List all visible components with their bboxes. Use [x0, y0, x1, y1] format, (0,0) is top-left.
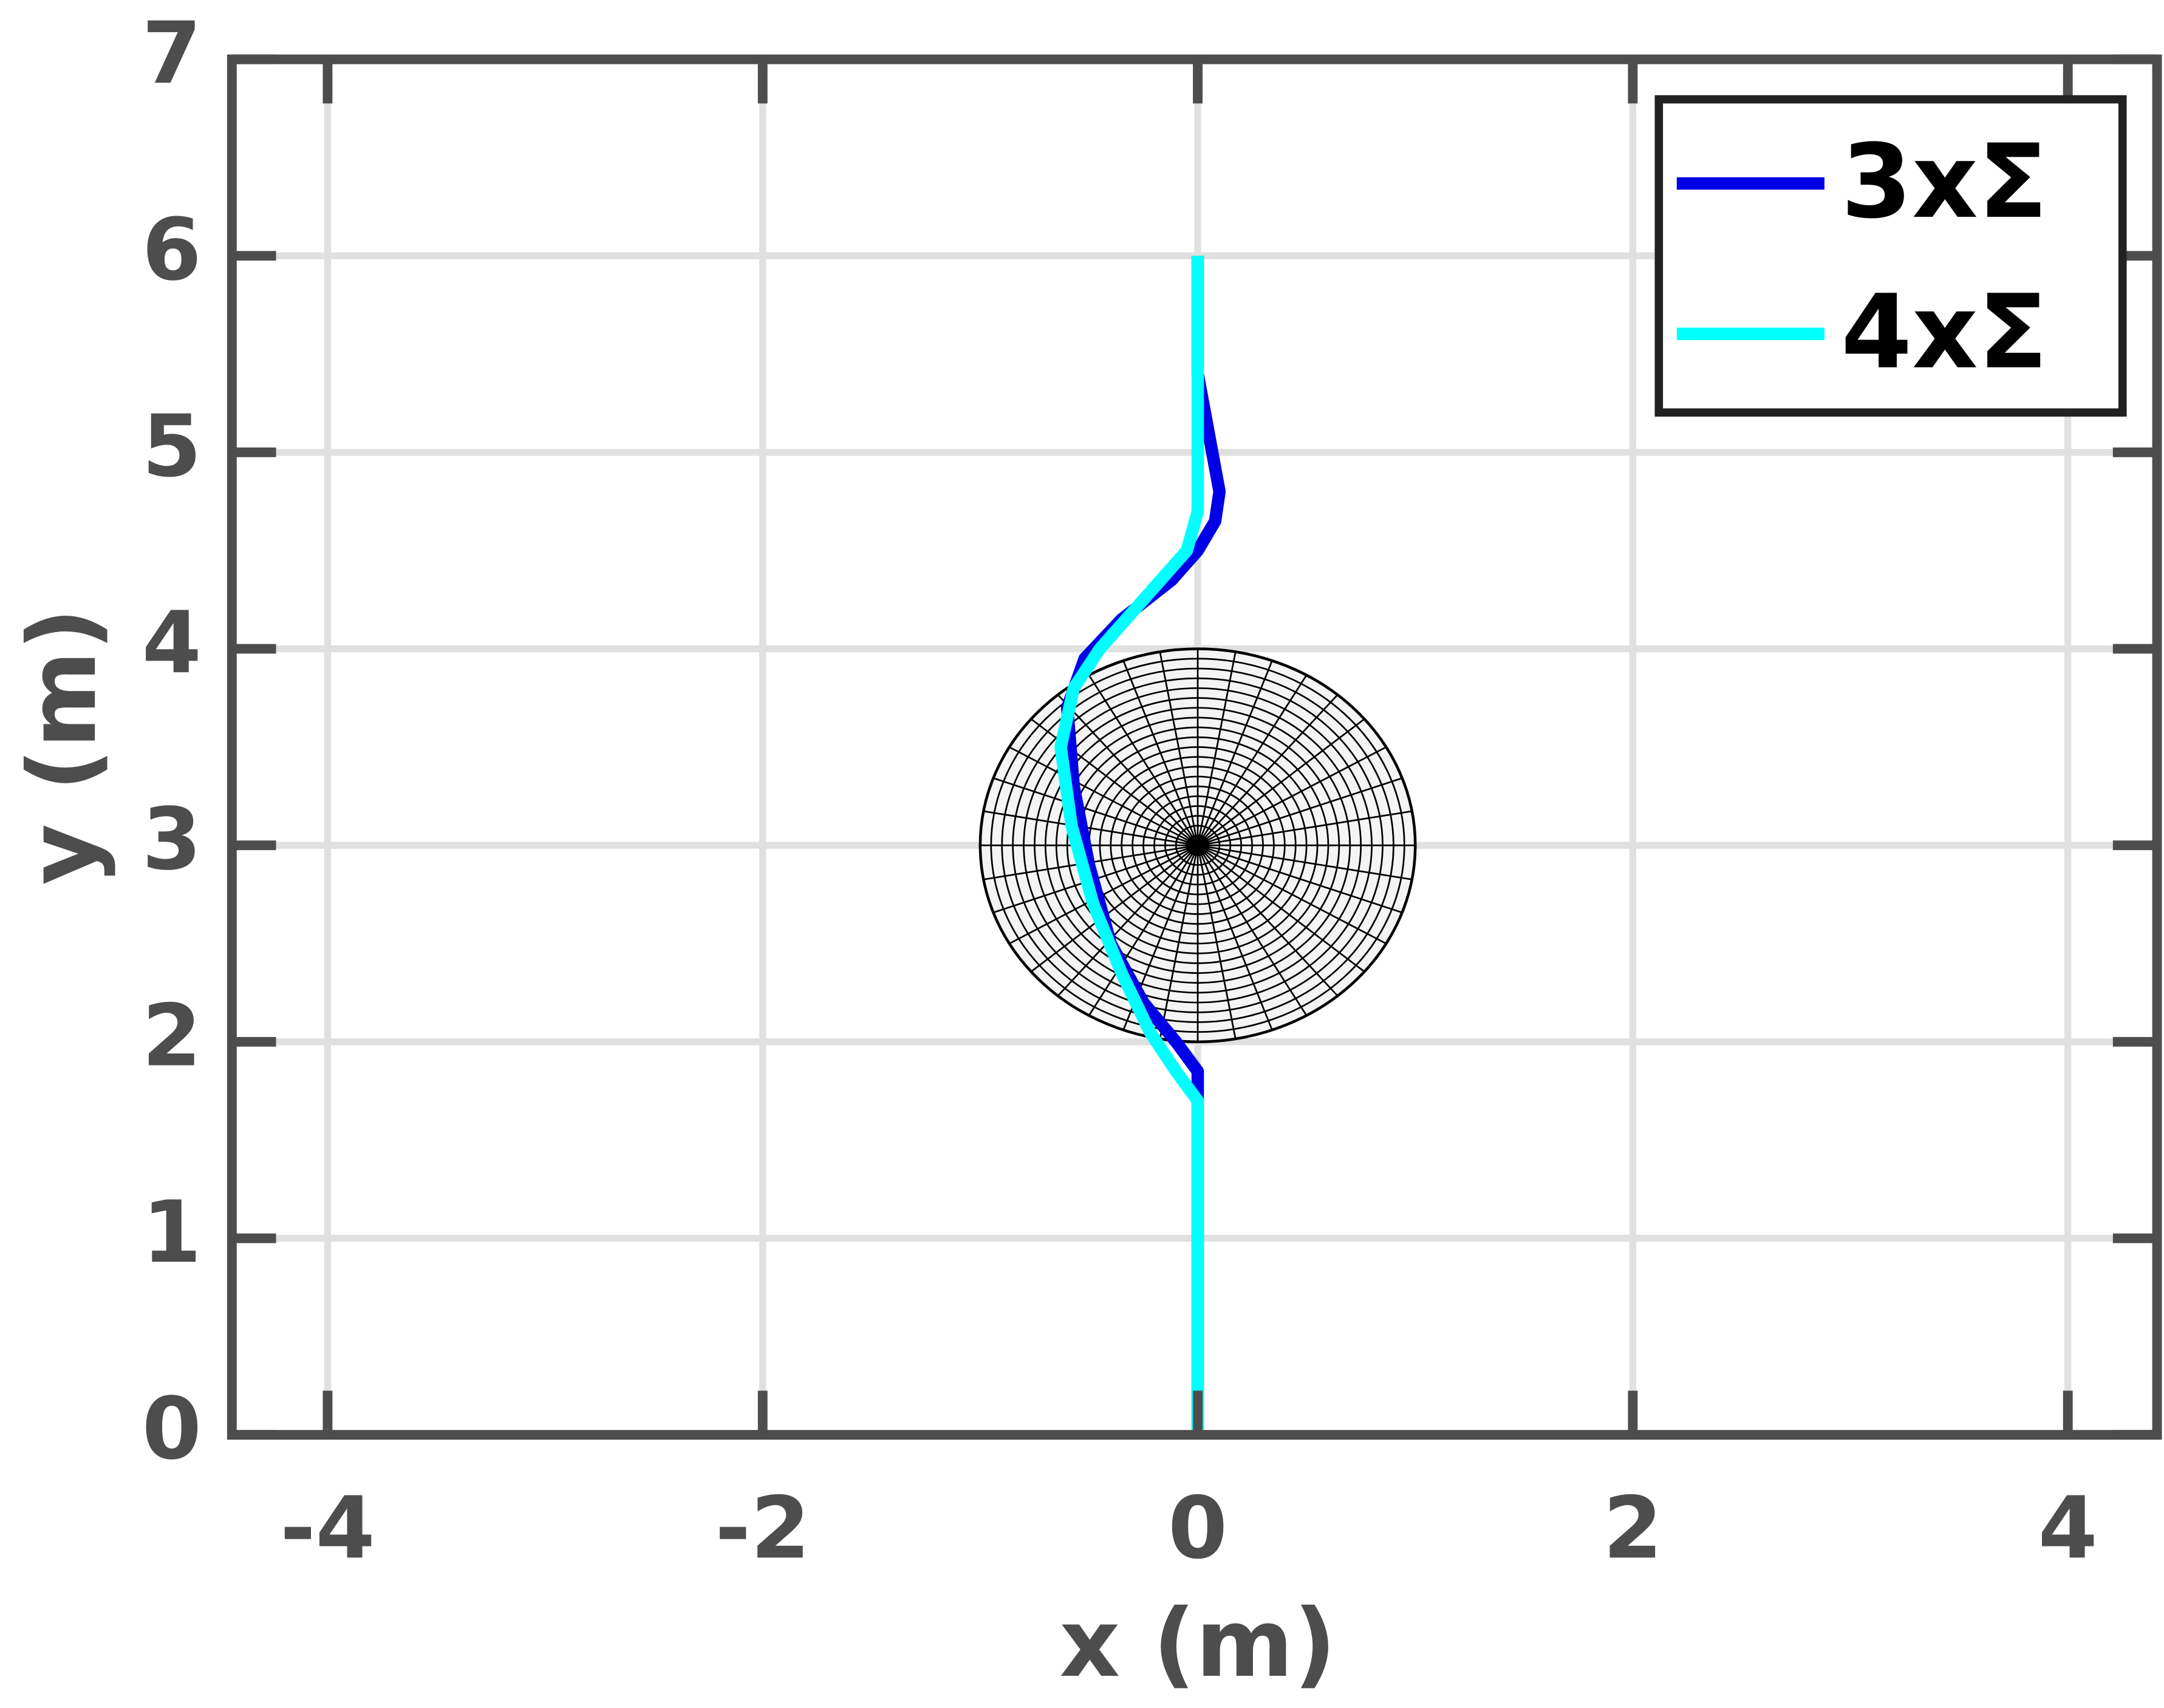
x-tick-label: -4 — [280, 1478, 375, 1578]
y-axis-label: y (m) — [9, 608, 117, 885]
obstacle-mesh — [1197, 746, 1387, 846]
y-tick-label: 7 — [142, 4, 202, 103]
obstacle-mesh — [1196, 660, 1273, 846]
x-tick-label: 0 — [1168, 1478, 1227, 1578]
x-tick-label: 4 — [2038, 1478, 2098, 1578]
obstacle-mesh — [1196, 652, 1237, 846]
obstacle-mesh — [1088, 675, 1199, 846]
obstacle-mesh — [1197, 844, 1403, 914]
legend-label: 3xΣ — [1841, 122, 2047, 241]
obstacle-mesh — [1030, 845, 1198, 973]
obstacle-mesh — [993, 777, 1198, 846]
obstacle-mesh — [1122, 660, 1199, 846]
obstacle-mesh — [1196, 845, 1308, 1016]
obstacle-mesh — [1196, 845, 1237, 1039]
y-tick-label: 5 — [142, 397, 202, 497]
obstacle-mesh — [1197, 844, 1412, 880]
y-tick-label: 4 — [142, 593, 202, 693]
obstacle-mesh — [1159, 652, 1199, 846]
y-tick-label: 6 — [142, 200, 202, 300]
y-tick-label: 3 — [142, 790, 202, 890]
x-tick-label: -2 — [715, 1478, 810, 1578]
legend-box — [1654, 95, 2127, 417]
obstacle-mesh — [983, 810, 1198, 846]
obstacle-mesh — [1196, 845, 1273, 1030]
x-tick-label: 2 — [1603, 1478, 1662, 1578]
obstacle-mesh — [1057, 694, 1199, 846]
obstacle-mesh — [1197, 845, 1339, 997]
obstacle-mesh — [1197, 777, 1403, 846]
obstacle — [978, 647, 1417, 1044]
y-tick-label: 2 — [142, 986, 202, 1086]
obstacle-mesh — [1159, 845, 1199, 1039]
obstacle-mesh — [1197, 845, 1387, 945]
obstacle-mesh — [1197, 810, 1412, 846]
y-tick-label: 0 — [142, 1380, 202, 1479]
legend-label: 4xΣ — [1841, 273, 2047, 392]
obstacle-mesh — [1197, 845, 1365, 973]
data-line — [1054, 256, 1204, 1435]
obstacle-mesh — [1009, 746, 1198, 846]
obstacle-mesh — [1197, 694, 1339, 846]
y-tick-label: 1 — [142, 1183, 202, 1282]
obstacle-mesh — [1088, 845, 1199, 1016]
x-axis-label: x (m) — [1060, 1590, 1337, 1698]
obstacle-mesh — [1196, 675, 1308, 846]
obstacle-mesh — [1197, 718, 1365, 846]
obstacle-mesh — [1057, 845, 1199, 997]
